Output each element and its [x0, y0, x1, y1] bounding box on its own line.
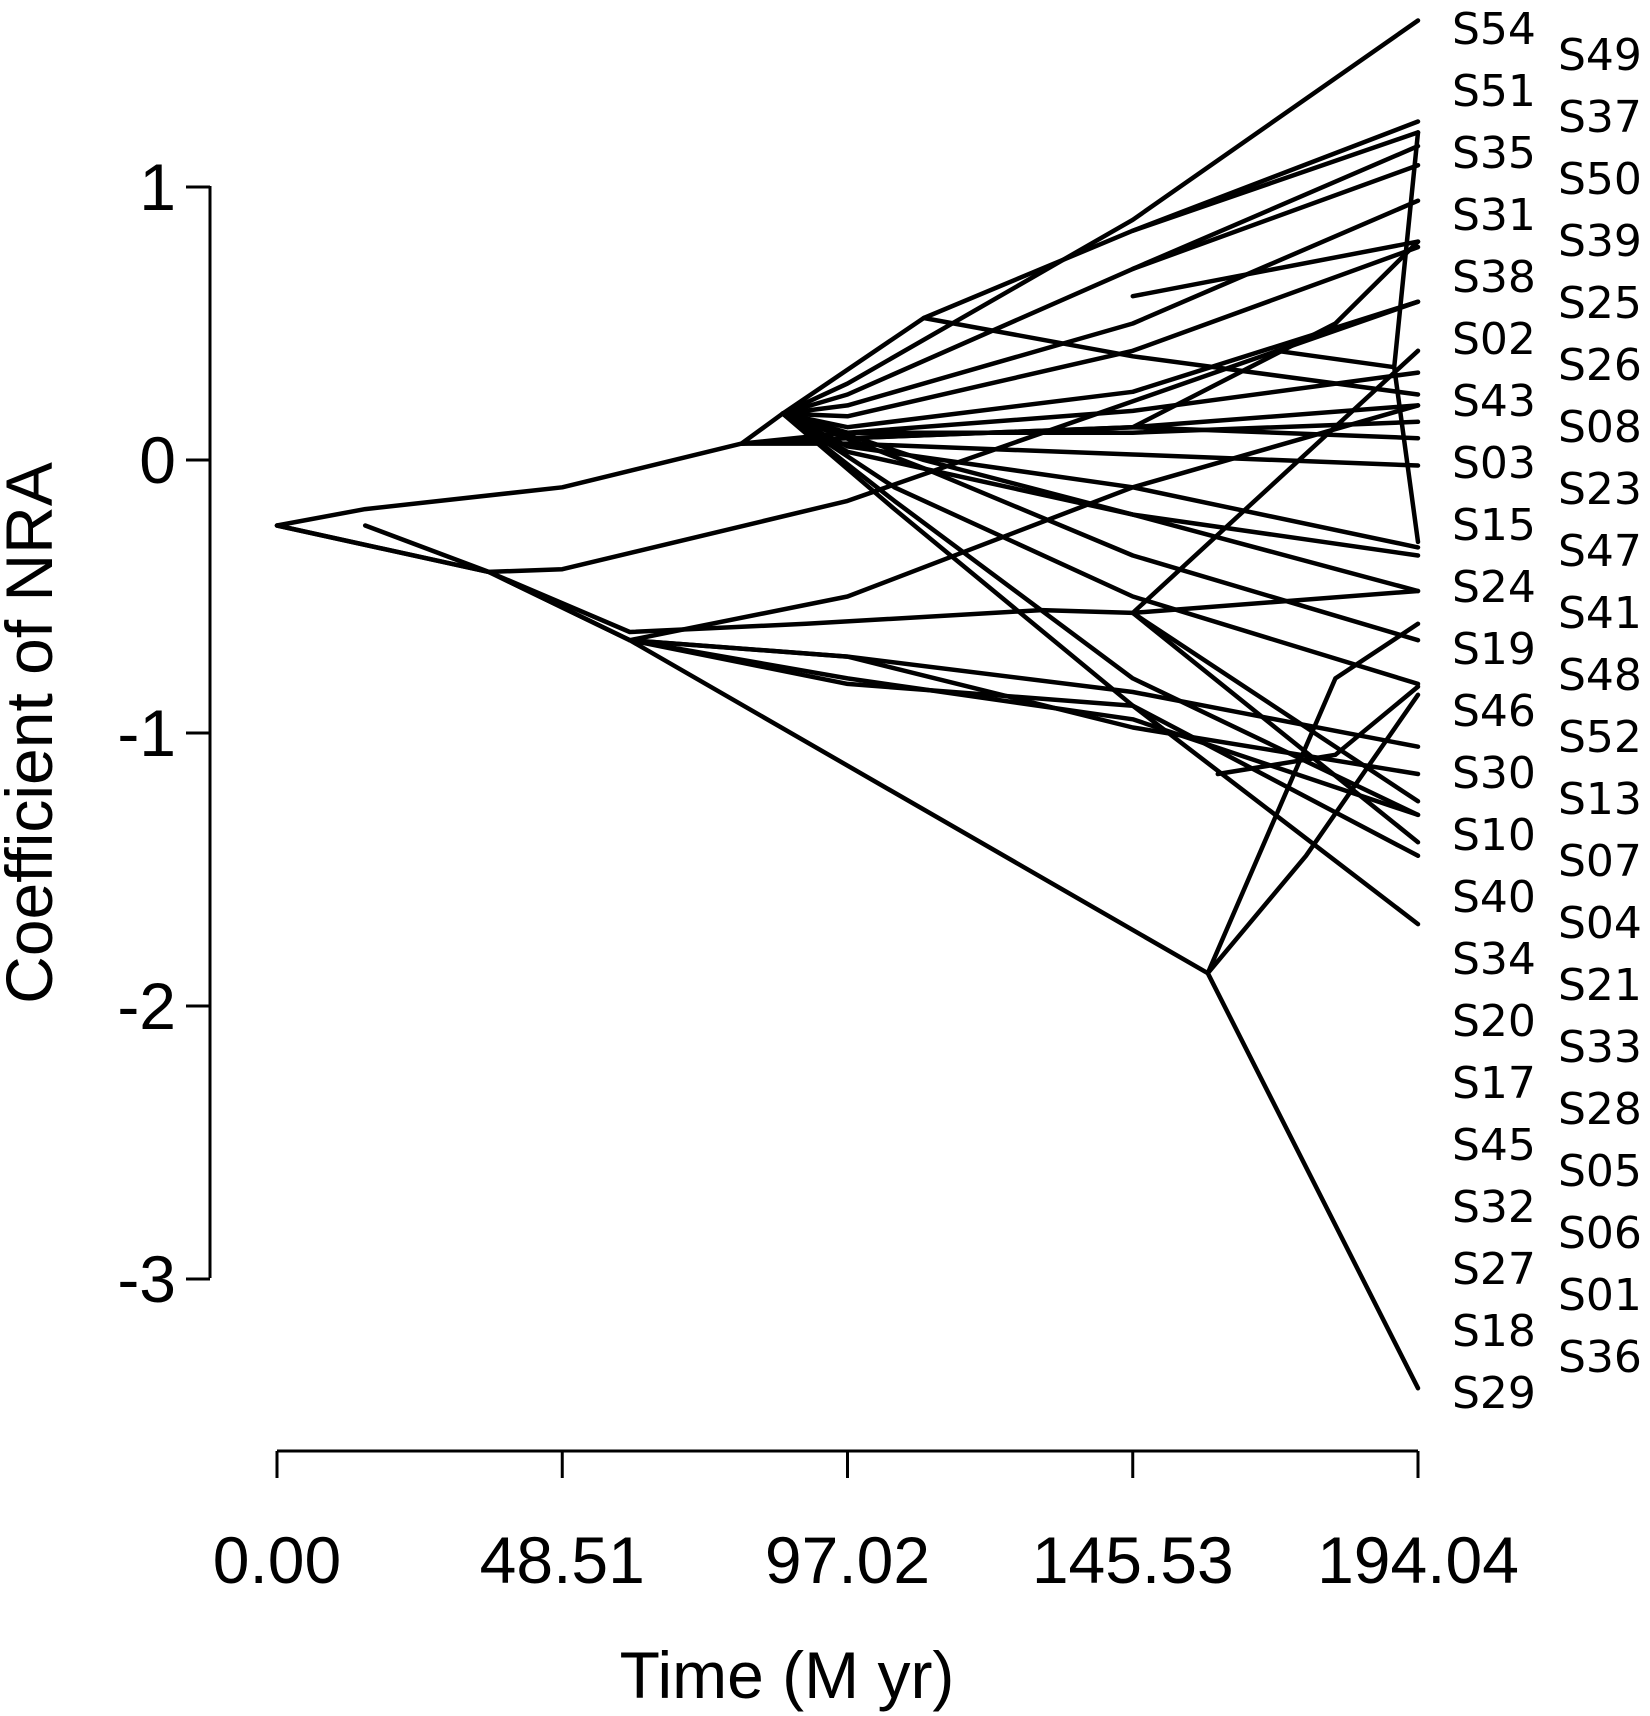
tip-label: S03	[1452, 438, 1536, 489]
tip-label: S24	[1452, 562, 1536, 613]
tip-label: S43	[1452, 376, 1536, 427]
tip-label: S52	[1558, 712, 1642, 763]
y-tick-label: -3	[117, 1242, 176, 1316]
tip-label: S08	[1558, 402, 1642, 453]
branch-31	[627, 637, 1421, 777]
tip-label: S41	[1558, 588, 1642, 639]
tip-label: S54	[1452, 4, 1536, 55]
x-tick-label: 145.53	[1032, 1523, 1234, 1597]
x-tick-label: 194.04	[1317, 1523, 1519, 1597]
x-ticks: 0.00 48.51 97.02 145.53 194.04	[213, 1451, 1519, 1597]
branch-8	[780, 244, 1421, 419]
branch-1	[274, 18, 1421, 528]
branch-26	[1130, 610, 1421, 804]
branch-10	[780, 299, 1421, 430]
tip-label: S39	[1558, 216, 1642, 267]
x-tick-label: 48.51	[480, 1523, 645, 1597]
tip-label: S40	[1452, 872, 1536, 923]
tip-label: S18	[1452, 1306, 1536, 1357]
tip-label: S19	[1452, 624, 1536, 675]
tip-label: S04	[1558, 898, 1642, 949]
x-tick-label: 0.00	[213, 1523, 341, 1597]
tip-label: S17	[1452, 1058, 1536, 1109]
branch-35	[1205, 621, 1421, 976]
tip-label: S15	[1452, 500, 1536, 551]
branch-19	[780, 411, 1421, 643]
branch-9	[921, 315, 1421, 397]
tip-label: S36	[1558, 1332, 1642, 1383]
branch-37	[1130, 239, 1421, 430]
x-axis-title: Time (M yr)	[620, 1638, 955, 1712]
tip-label: S35	[1452, 128, 1536, 179]
tip-label: S07	[1558, 836, 1642, 887]
tip-label: S02	[1452, 314, 1536, 365]
tip-label: S26	[1558, 340, 1642, 391]
branch-33	[274, 523, 1421, 1391]
branch-6	[780, 198, 1421, 416]
branch-5	[1130, 162, 1421, 272]
tip-label: S38	[1452, 252, 1536, 303]
branch-20	[780, 411, 1421, 687]
tip-label: S20	[1452, 996, 1536, 1047]
branch-32	[1215, 684, 1421, 777]
branch-29	[627, 637, 1421, 818]
branch-3	[1130, 130, 1421, 233]
tip-label: S13	[1558, 774, 1642, 825]
branch-25	[1130, 610, 1421, 845]
branch-7	[1130, 239, 1421, 299]
tip-label: S33	[1558, 1022, 1642, 1073]
tip-label: S01	[1558, 1270, 1642, 1321]
tip-labels-column-2: S49 S37 S50 S39 S25 S26 S08 S23 S47 S41 S48 S52 S13 S…	[1558, 30, 1642, 1383]
branch-34	[1205, 692, 1421, 976]
tip-label: S47	[1558, 526, 1642, 577]
tip-label: S48	[1558, 650, 1642, 701]
tip-label: S45	[1452, 1120, 1536, 1171]
tip-label: S27	[1452, 1244, 1536, 1295]
branch-21	[780, 411, 1421, 818]
tip-label: S28	[1558, 1084, 1642, 1135]
y-tick-label: 0	[139, 423, 176, 497]
branch-23	[362, 299, 1421, 575]
branch-28	[627, 403, 1421, 643]
tip-label: S32	[1452, 1182, 1536, 1233]
y-ticks: 1 0 -1 -2 -3	[117, 150, 210, 1316]
tip-label: S51	[1452, 66, 1536, 117]
tip-label: S21	[1558, 960, 1642, 1011]
tip-label: S50	[1558, 154, 1642, 205]
branch-14	[739, 424, 1421, 446]
branch-16	[780, 411, 1421, 550]
tip-label: S49	[1558, 30, 1642, 81]
tip-label: S31	[1452, 190, 1536, 241]
tip-label: S06	[1558, 1208, 1642, 1259]
tip-label: S25	[1558, 278, 1642, 329]
branch-2	[780, 119, 1421, 416]
tip-label: S37	[1558, 92, 1642, 143]
tip-label: S46	[1452, 686, 1536, 737]
y-tick-label: 1	[139, 150, 176, 224]
y-tick-label: -2	[117, 969, 176, 1043]
y-tick-label: -1	[117, 696, 176, 770]
tip-label: S30	[1452, 748, 1536, 799]
tip-labels-column-1: S54 S51 S35 S31 S38 S02 S43 S03 S15 S24 S19 S46 S30 S…	[1452, 4, 1536, 1419]
branch-24	[486, 569, 1421, 635]
tip-label: S10	[1452, 810, 1536, 861]
x-tick-label: 97.02	[765, 1523, 930, 1597]
y-axis-title: Coefficient of NRA	[0, 462, 66, 1004]
tip-label: S23	[1558, 464, 1642, 515]
tree-branches	[274, 18, 1421, 1391]
branch-36	[1130, 348, 1421, 616]
tip-label: S34	[1452, 934, 1536, 985]
branch-39	[1391, 364, 1421, 545]
branch-18	[780, 411, 1421, 594]
tip-label: S29	[1452, 1368, 1536, 1419]
tip-label: S05	[1558, 1146, 1642, 1197]
branch-30	[627, 637, 1421, 859]
